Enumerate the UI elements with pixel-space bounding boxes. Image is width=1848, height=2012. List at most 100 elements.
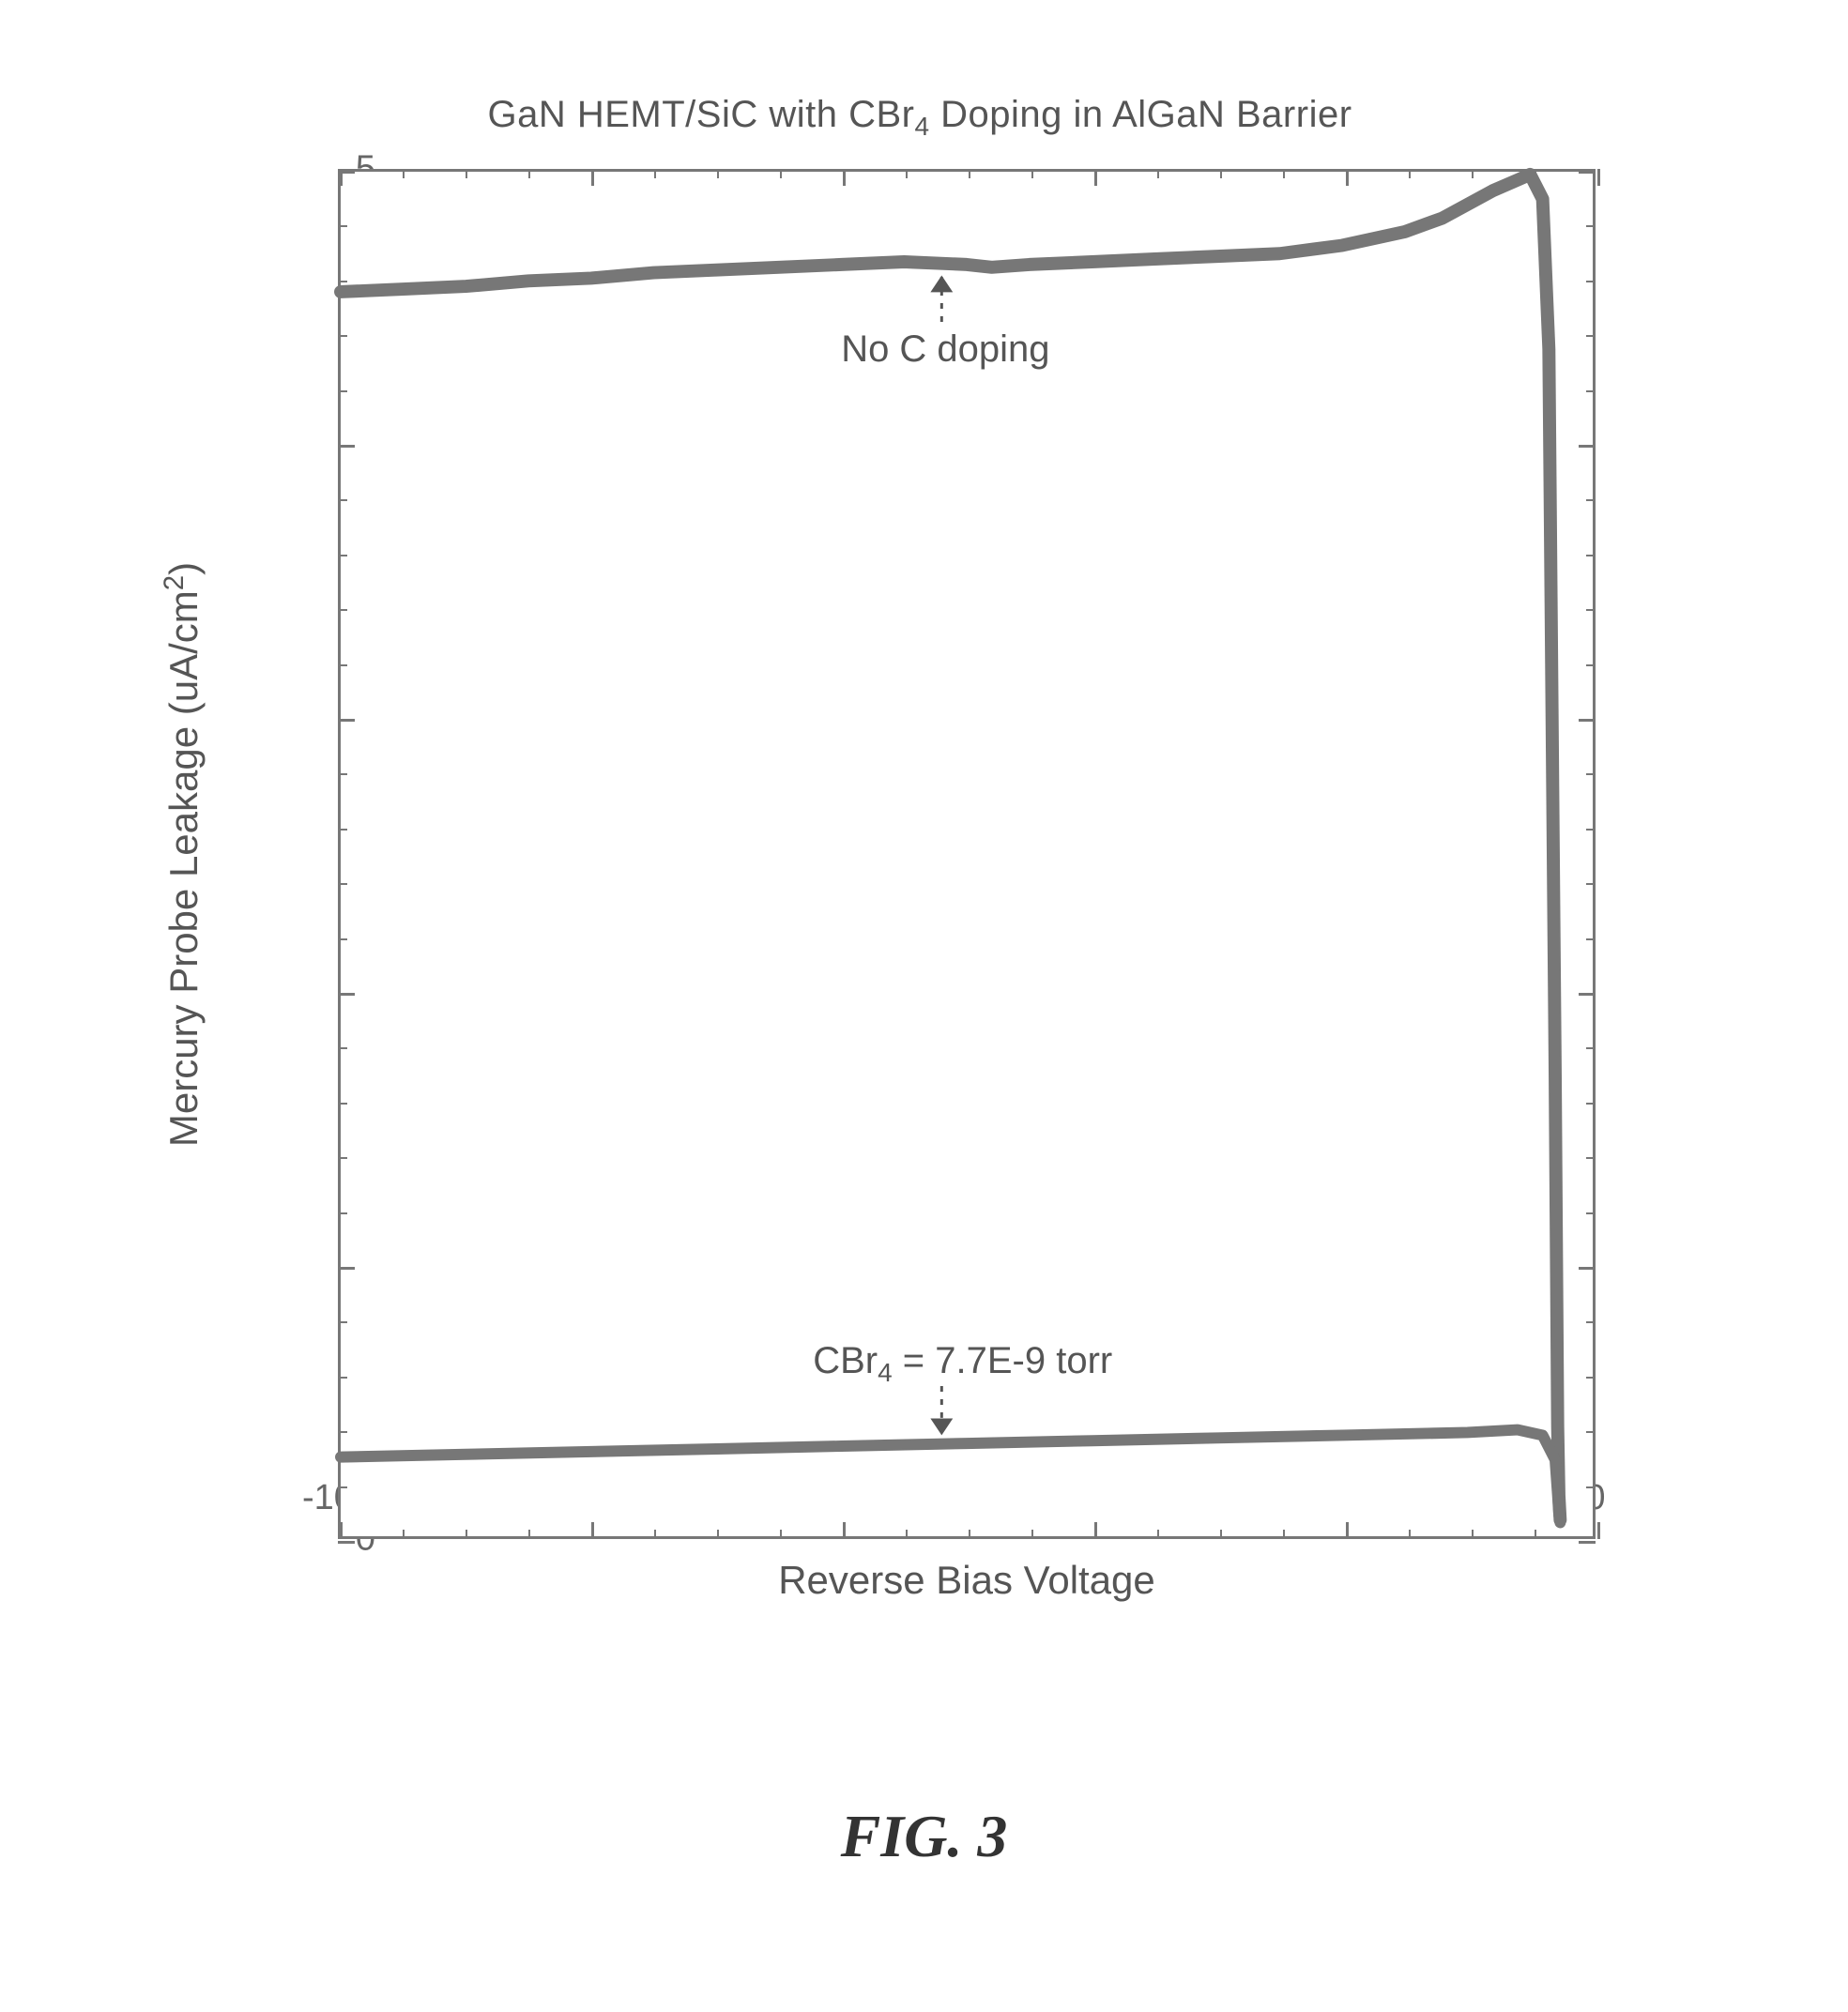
chart-title: GaN HEMT/SiC with CBr4 Doping in AlGaN B… (188, 94, 1652, 142)
x-major-tick (1597, 1522, 1600, 1539)
x-major-tick (1094, 169, 1097, 186)
y-minor-tick (1586, 1157, 1596, 1159)
x-major-tick (340, 169, 343, 186)
x-minor-tick (1031, 169, 1033, 178)
ann-l-sub: 4 (878, 1358, 893, 1387)
y-major-tick (338, 1267, 355, 1270)
x-minor-tick (528, 1530, 530, 1539)
y-major-tick (1579, 1267, 1596, 1270)
y-minor-tick (1586, 664, 1596, 666)
x-minor-tick (1535, 1530, 1536, 1539)
x-major-tick (843, 1522, 846, 1539)
y-major-tick (338, 993, 355, 996)
y-minor-tick (338, 335, 347, 337)
x-major-tick (1346, 1522, 1349, 1539)
x-minor-tick (717, 1530, 719, 1539)
y-minor-tick (1586, 1321, 1596, 1323)
x-major-tick (1597, 169, 1600, 186)
y-minor-tick (1586, 335, 1596, 337)
y-minor-tick (338, 664, 347, 666)
x-major-tick (340, 1522, 343, 1539)
series-no_c_doping (341, 175, 1560, 1520)
x-major-tick (1346, 169, 1349, 186)
y-minor-tick (1586, 281, 1596, 282)
ylabel-p1: Mercury Probe Leakage (uA/cm (162, 590, 206, 1147)
y-minor-tick (338, 609, 347, 611)
y-minor-tick (1586, 1486, 1596, 1488)
y-major-tick (1579, 171, 1596, 174)
arrow-cbr4 (930, 1386, 953, 1435)
x-minor-tick (717, 169, 719, 178)
x-minor-tick (1472, 1530, 1474, 1539)
y-minor-tick (338, 555, 347, 556)
y-minor-tick (338, 499, 347, 501)
y-minor-tick (1586, 1047, 1596, 1049)
x-minor-tick (906, 169, 908, 178)
y-minor-tick (338, 938, 347, 940)
x-minor-tick (654, 1530, 656, 1539)
arrow-no-c-doping (930, 276, 953, 322)
x-major-tick (843, 169, 846, 186)
annotation-no-c-doping: No C doping (841, 328, 1049, 371)
y-minor-tick (1586, 390, 1596, 392)
y-minor-tick (338, 1377, 347, 1379)
annotation-cbr4: CBr4 = 7.7E-9 torr (813, 1340, 1112, 1388)
y-minor-tick (1586, 499, 1596, 501)
y-major-tick (338, 1541, 355, 1544)
x-minor-tick (466, 169, 467, 178)
y-minor-tick (338, 1486, 347, 1488)
y-minor-tick (1586, 1377, 1596, 1379)
plot-area: No C doping CBr4 = 7.7E-9 torr (338, 169, 1596, 1539)
title-p1: GaN HEMT/SiC with CBr (487, 94, 914, 135)
x-minor-tick (528, 169, 530, 178)
y-minor-tick (1586, 773, 1596, 775)
ylabel-sup: 2 (160, 574, 191, 589)
x-minor-tick (1220, 169, 1222, 178)
y-minor-tick (338, 829, 347, 831)
y-minor-tick (1586, 609, 1596, 611)
x-minor-tick (780, 169, 782, 178)
x-major-tick (1094, 1522, 1097, 1539)
x-minor-tick (1283, 1530, 1285, 1539)
x-minor-tick (1535, 169, 1536, 178)
y-major-tick (1579, 719, 1596, 722)
y-minor-tick (338, 1212, 347, 1214)
y-minor-tick (338, 1047, 347, 1049)
y-minor-tick (338, 1321, 347, 1323)
y-minor-tick (338, 225, 347, 227)
y-minor-tick (1586, 555, 1596, 556)
y-major-tick (338, 445, 355, 448)
x-minor-tick (403, 169, 405, 178)
data-svg (341, 172, 1593, 1536)
y-minor-tick (338, 773, 347, 775)
y-major-tick (338, 719, 355, 722)
y-axis-label: Mercury Probe Leakage (uA/cm2) (160, 169, 206, 1539)
x-major-tick (591, 169, 594, 186)
y-minor-tick (1586, 829, 1596, 831)
y-minor-tick (1586, 1103, 1596, 1105)
x-major-tick (591, 1522, 594, 1539)
y-minor-tick (338, 883, 347, 885)
y-major-tick (1579, 445, 1596, 448)
x-minor-tick (1157, 169, 1159, 178)
x-minor-tick (1157, 1530, 1159, 1539)
x-minor-tick (403, 1530, 405, 1539)
x-minor-tick (1220, 1530, 1222, 1539)
page: GaN HEMT/SiC with CBr4 Doping in AlGaN B… (0, 0, 1848, 2012)
y-minor-tick (338, 390, 347, 392)
x-minor-tick (1409, 169, 1411, 178)
ann-l-p1: CBr (813, 1340, 878, 1381)
ann-l-p3: = 7.7E-9 torr (893, 1340, 1113, 1381)
y-minor-tick (1586, 225, 1596, 227)
y-minor-tick (338, 281, 347, 282)
title-sub: 4 (914, 112, 929, 141)
y-minor-tick (1586, 938, 1596, 940)
y-minor-tick (1586, 1431, 1596, 1433)
x-axis-label: Reverse Bias Voltage (338, 1558, 1596, 1603)
y-minor-tick (338, 1103, 347, 1105)
y-major-tick (1579, 1541, 1596, 1544)
x-minor-tick (466, 1530, 467, 1539)
y-minor-tick (1586, 883, 1596, 885)
x-minor-tick (1031, 1530, 1033, 1539)
y-minor-tick (1586, 1212, 1596, 1214)
